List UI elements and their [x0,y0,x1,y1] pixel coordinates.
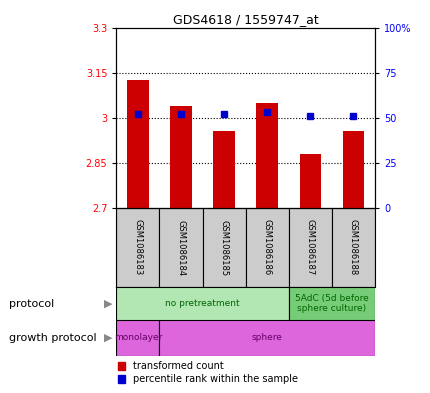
Bar [342,131,363,208]
Bar [331,208,374,287]
Bar [288,287,374,320]
Bar [202,208,245,287]
Text: ▶: ▶ [103,333,112,343]
Bar [299,154,320,208]
Text: GSM1086185: GSM1086185 [219,220,228,275]
Bar [116,287,288,320]
Legend: transformed count, percentile rank within the sample: transformed count, percentile rank withi… [114,358,301,388]
Title: GDS4618 / 1559747_at: GDS4618 / 1559747_at [172,13,318,26]
Text: monolayer: monolayer [114,334,162,342]
Text: GSM1086187: GSM1086187 [305,219,314,276]
Text: GSM1086186: GSM1086186 [262,219,271,276]
Text: growth protocol: growth protocol [9,333,96,343]
Bar [159,208,202,287]
Text: GSM1086184: GSM1086184 [176,220,185,275]
Text: GSM1086183: GSM1086183 [133,219,142,276]
Text: no pretreatment: no pretreatment [165,299,240,308]
Text: GSM1086188: GSM1086188 [348,219,357,276]
Bar [256,103,277,208]
Bar [245,208,288,287]
Bar [116,320,159,356]
Bar [288,208,331,287]
Text: protocol: protocol [9,299,54,309]
Bar [170,106,191,208]
Bar [159,320,374,356]
Bar [116,208,159,287]
Text: ▶: ▶ [103,299,112,309]
Bar [127,80,148,208]
Bar [213,131,234,208]
Text: 5AdC (5d before
sphere culture): 5AdC (5d before sphere culture) [294,294,368,313]
Text: sphere: sphere [251,334,282,342]
